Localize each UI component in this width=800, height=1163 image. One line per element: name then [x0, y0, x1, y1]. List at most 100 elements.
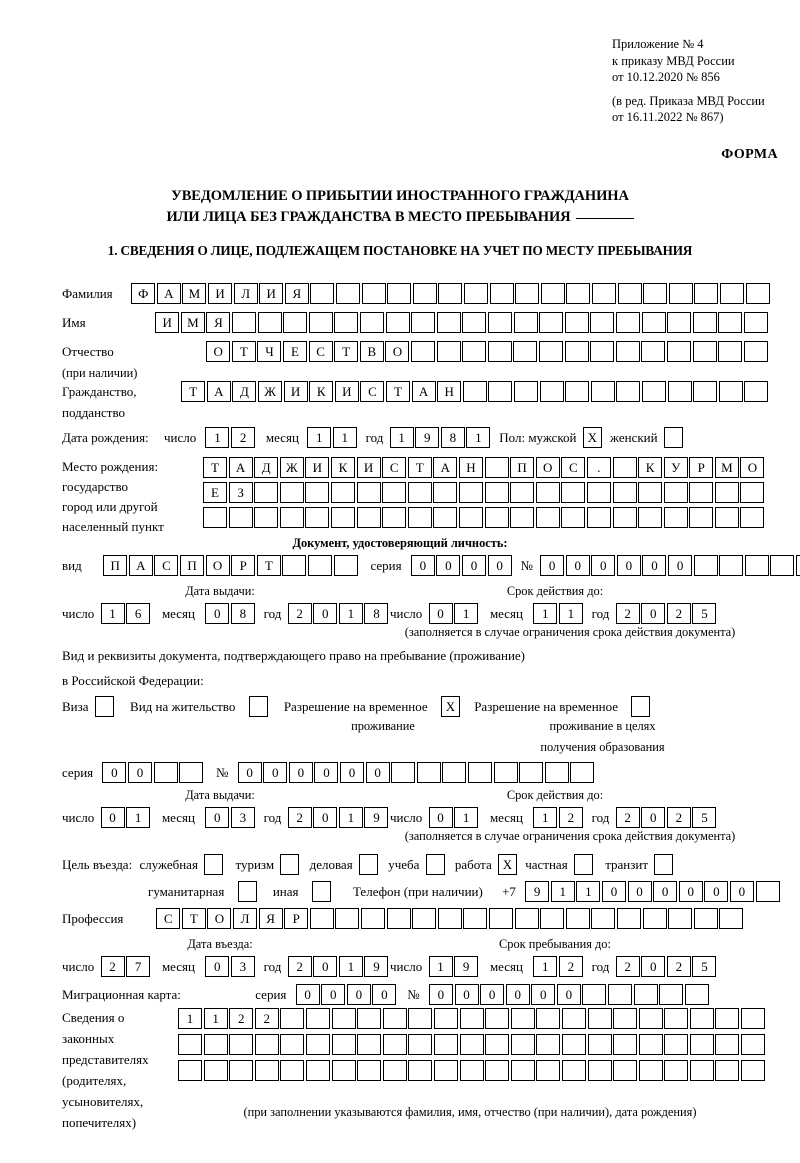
char-box[interactable]: Н	[437, 381, 462, 402]
char-box[interactable]	[608, 984, 633, 1005]
char-box[interactable]	[544, 762, 569, 783]
char-box[interactable]: 1	[576, 881, 601, 902]
char-box[interactable]: 3	[230, 807, 255, 828]
char-box[interactable]: 7	[126, 956, 151, 977]
char-box[interactable]	[361, 283, 386, 304]
char-box[interactable]: 0	[314, 762, 339, 783]
char-box[interactable]	[282, 555, 307, 576]
char-box[interactable]	[382, 1060, 407, 1081]
char-box[interactable]	[539, 312, 564, 333]
char-box[interactable]: 9	[454, 956, 479, 977]
char-box[interactable]: 0	[641, 956, 666, 977]
temp-residence-checkbox[interactable]: X	[440, 696, 460, 717]
char-box[interactable]	[535, 507, 560, 528]
char-box[interactable]	[468, 762, 493, 783]
char-box[interactable]	[693, 908, 718, 929]
char-box[interactable]	[331, 1008, 356, 1029]
char-box[interactable]	[565, 381, 590, 402]
char-box[interactable]	[462, 381, 487, 402]
char-box[interactable]	[582, 984, 607, 1005]
char-box[interactable]	[385, 312, 410, 333]
char-box[interactable]	[463, 283, 488, 304]
char-box[interactable]	[433, 482, 458, 503]
char-box[interactable]: М	[714, 457, 739, 478]
char-box[interactable]	[613, 1060, 638, 1081]
char-box[interactable]	[715, 1008, 740, 1029]
char-box[interactable]: А	[411, 381, 436, 402]
char-box[interactable]: 1	[178, 1008, 202, 1029]
char-box[interactable]: Ф	[131, 283, 156, 304]
char-box[interactable]	[280, 1008, 305, 1029]
char-box[interactable]: 1	[428, 956, 453, 977]
char-box[interactable]	[462, 341, 487, 362]
char-box[interactable]	[305, 482, 330, 503]
char-box[interactable]	[718, 312, 743, 333]
char-box[interactable]: 0	[295, 984, 320, 1005]
char-box[interactable]: 2	[287, 603, 312, 624]
char-box[interactable]: 0	[205, 807, 230, 828]
char-box[interactable]: М	[182, 283, 207, 304]
char-box[interactable]	[638, 1008, 663, 1029]
char-box[interactable]: 0	[480, 984, 505, 1005]
char-box[interactable]	[305, 507, 330, 528]
char-box[interactable]	[741, 1034, 766, 1055]
char-box[interactable]: И	[334, 381, 359, 402]
char-box[interactable]	[386, 908, 411, 929]
char-box[interactable]	[663, 507, 688, 528]
char-box[interactable]: 2	[100, 956, 125, 977]
char-box[interactable]: 0	[454, 984, 479, 1005]
char-box[interactable]	[540, 908, 565, 929]
char-box[interactable]: Я	[206, 312, 231, 333]
char-box[interactable]: 0	[556, 984, 581, 1005]
char-box[interactable]: 2	[666, 956, 691, 977]
char-box[interactable]	[433, 1060, 458, 1081]
char-box[interactable]	[590, 312, 615, 333]
char-box[interactable]: О	[205, 555, 230, 576]
char-box[interactable]	[330, 507, 355, 528]
char-box[interactable]: 0	[237, 762, 262, 783]
char-box[interactable]: Е	[203, 482, 227, 503]
char-box[interactable]: Я	[258, 908, 283, 929]
char-box[interactable]	[743, 341, 768, 362]
legal-rep-boxes-3[interactable]	[178, 1060, 767, 1081]
char-box[interactable]	[416, 762, 441, 783]
char-box[interactable]: И	[283, 381, 308, 402]
char-box[interactable]	[229, 1060, 254, 1081]
char-box[interactable]	[308, 312, 333, 333]
char-box[interactable]	[334, 312, 359, 333]
char-box[interactable]	[587, 1008, 612, 1029]
char-box[interactable]: 2	[287, 807, 312, 828]
char-box[interactable]: П	[103, 555, 128, 576]
char-box[interactable]: Ж	[258, 381, 283, 402]
char-box[interactable]	[333, 555, 358, 576]
purpose-checkbox-sluzhebnaya[interactable]	[204, 854, 224, 875]
char-box[interactable]: Р	[231, 555, 256, 576]
char-box[interactable]	[564, 341, 589, 362]
char-box[interactable]	[387, 283, 412, 304]
char-box[interactable]: Л	[233, 908, 258, 929]
char-box[interactable]	[462, 312, 487, 333]
char-box[interactable]	[719, 555, 744, 576]
char-box[interactable]	[591, 283, 616, 304]
char-box[interactable]	[408, 1034, 433, 1055]
char-box[interactable]	[714, 507, 739, 528]
char-box[interactable]	[433, 507, 458, 528]
char-box[interactable]	[357, 1060, 382, 1081]
char-box[interactable]	[638, 482, 663, 503]
char-box[interactable]: Я	[284, 283, 309, 304]
char-box[interactable]	[641, 312, 666, 333]
char-box[interactable]	[442, 762, 467, 783]
char-box[interactable]	[743, 312, 768, 333]
char-box[interactable]	[561, 507, 586, 528]
char-box[interactable]: 1	[307, 427, 332, 448]
char-box[interactable]: Т	[334, 341, 359, 362]
char-box[interactable]: 1	[533, 956, 558, 977]
char-box[interactable]: 0	[205, 956, 230, 977]
